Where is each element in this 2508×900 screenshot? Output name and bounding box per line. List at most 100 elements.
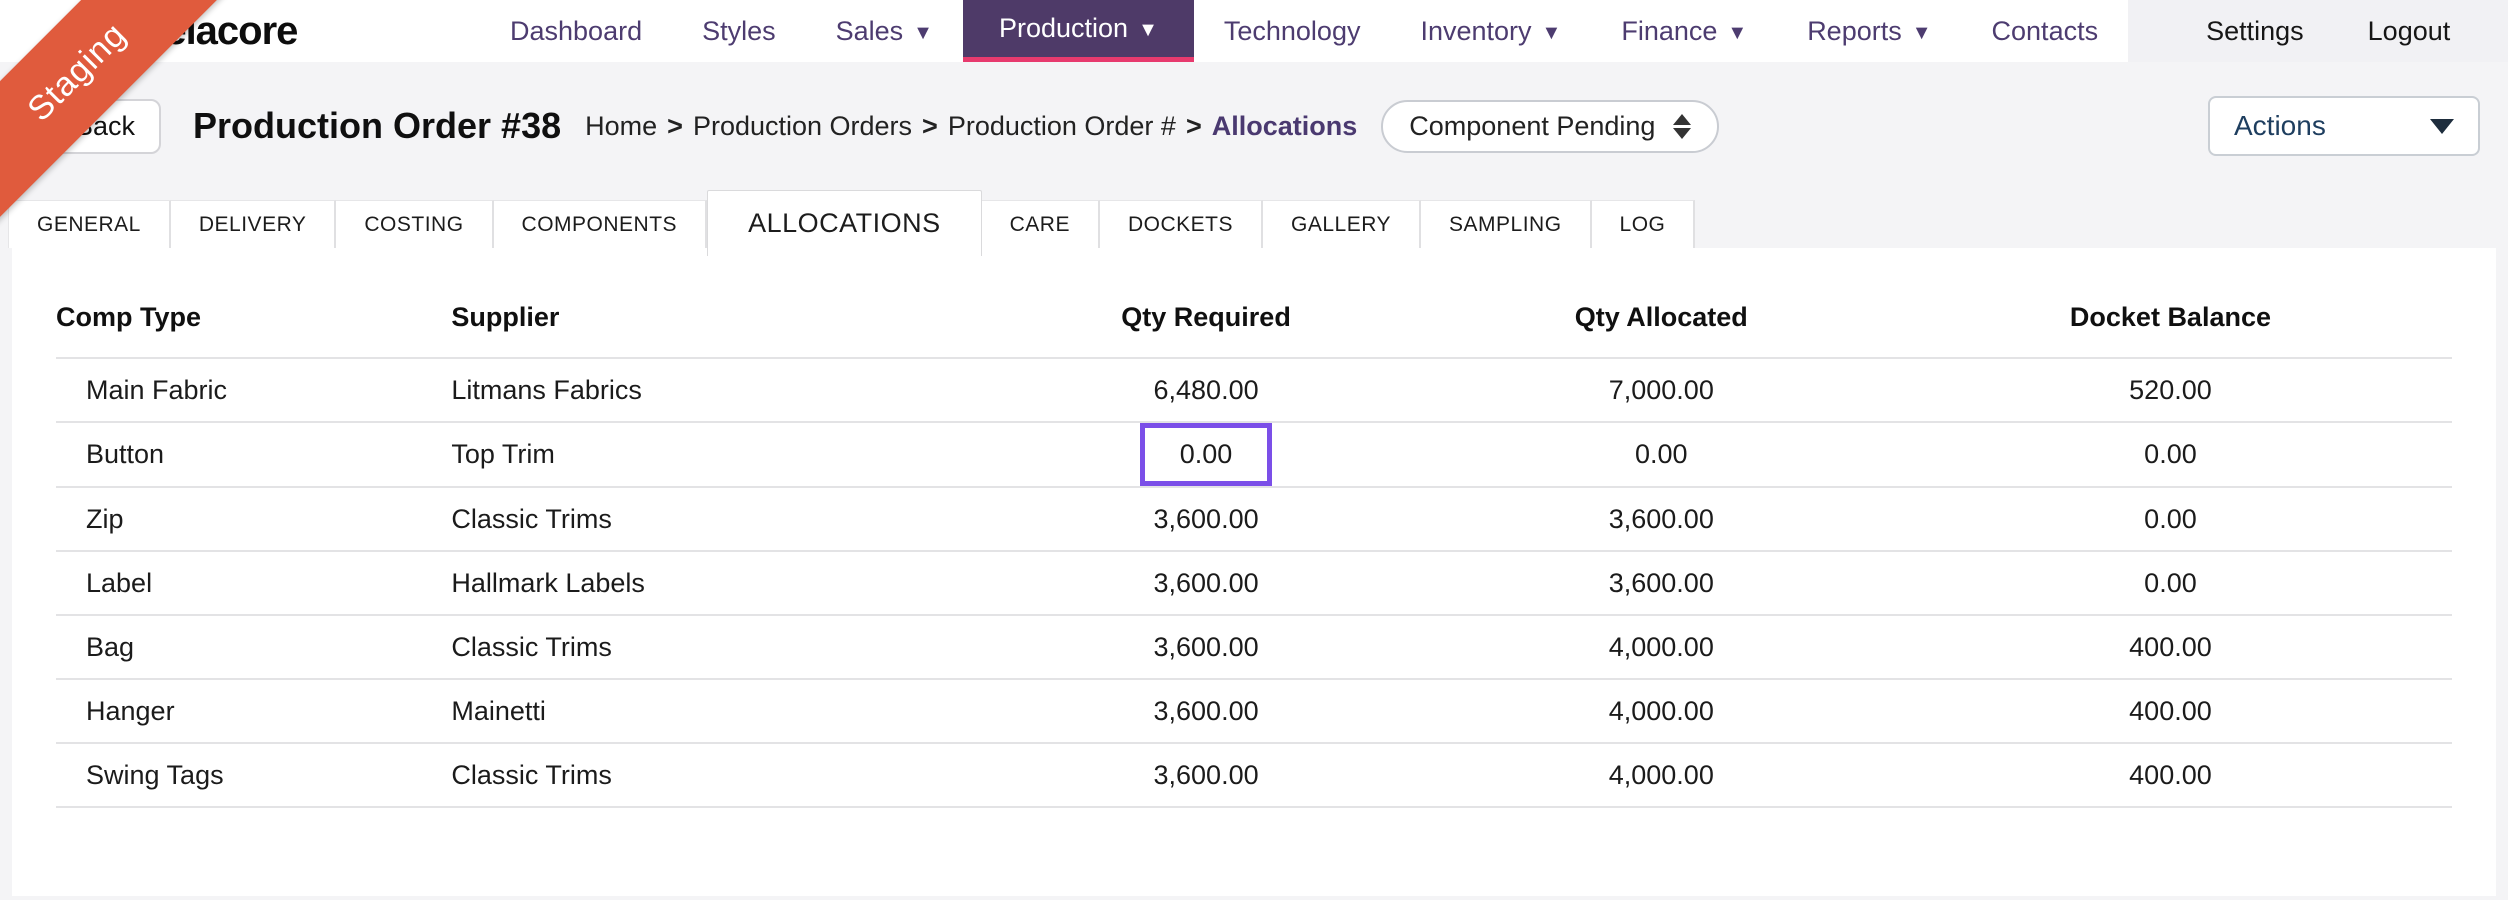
- cell-qty-allocated: 4,000.00: [1433, 743, 1889, 808]
- chevron-down-icon: ▼: [1727, 21, 1748, 44]
- nav-item-sales[interactable]: Sales ▼: [806, 0, 963, 62]
- nav-label: Contacts: [1991, 15, 2099, 46]
- table-row: Bag Classic Trims 3,600.00 4,000.00 400.…: [56, 615, 2452, 680]
- actions-dropdown-button[interactable]: Actions: [2208, 96, 2480, 156]
- breadcrumb-separator: >: [1185, 110, 1202, 141]
- tab-care[interactable]: CARE: [981, 200, 1100, 248]
- breadcrumb-separator: >: [922, 110, 938, 141]
- cell-qty-allocated: 4,000.00: [1433, 679, 1889, 744]
- cell-comp-type: Main Fabric: [56, 358, 452, 423]
- cell-comp-type: Bag: [56, 615, 452, 680]
- tab-general[interactable]: GENERAL: [8, 200, 171, 248]
- table-row: Label Hallmark Labels 3,600.00 3,600.00 …: [56, 551, 2452, 616]
- nav-label: Technology: [1223, 15, 1361, 46]
- nav-item-production[interactable]: Production ▼: [962, 0, 1194, 62]
- cell-qty-required[interactable]: 3,600.00: [978, 743, 1434, 808]
- nav-item-styles[interactable]: Styles: [672, 0, 806, 62]
- tab-costing[interactable]: COSTING: [336, 200, 494, 248]
- nav-item-finance[interactable]: Finance ▼: [1591, 0, 1777, 62]
- table-row: Swing Tags Classic Trims 3,600.00 4,000.…: [56, 743, 2452, 808]
- nav-label: Logout: [2367, 15, 2451, 46]
- cell-supplier: Hallmark Labels: [451, 551, 979, 616]
- cell-qty-required[interactable]: 3,600.00: [978, 679, 1434, 744]
- cell-comp-type: Label: [56, 551, 452, 616]
- table-header-row: Comp Type Supplier Qty Required Qty Allo…: [56, 276, 2452, 359]
- cell-docket-balance: 0.00: [1888, 551, 2452, 616]
- page-header: ← Back Production Order #38 Home>Product…: [0, 62, 2508, 190]
- tab-bar: GENERAL DELIVERY COSTING COMPONENTS ALLO…: [0, 190, 2508, 256]
- nav-label: Settings: [2206, 15, 2304, 46]
- column-header-comp-type: Comp Type: [56, 276, 452, 359]
- cell-qty-allocated: 4,000.00: [1433, 615, 1889, 680]
- column-header-qty-allocated: Qty Allocated: [1433, 276, 1889, 359]
- chevron-down-icon: ▼: [913, 21, 933, 44]
- breadcrumb-separator: >: [667, 110, 683, 141]
- status-select[interactable]: Component Pending: [1381, 99, 1720, 153]
- breadcrumb-item-allocations: Allocations: [1211, 110, 1358, 141]
- column-header-qty-required: Qty Required: [978, 276, 1434, 359]
- table-row: Zip Classic Trims 3,600.00 3,600.00 0.00: [56, 487, 2452, 552]
- main-nav: Dashboard Styles Sales ▼ Production ▼ Tech…: [480, 0, 2128, 62]
- tab-allocations[interactable]: ALLOCATIONS: [707, 190, 982, 256]
- chevron-down-icon: ▼: [1541, 21, 1562, 44]
- cell-docket-balance: 0.00: [1888, 422, 2452, 488]
- nav-label: Reports: [1807, 15, 1902, 46]
- allocations-table: Comp Type Supplier Qty Required Qty Allo…: [56, 276, 2452, 808]
- page-title: Production Order #38: [193, 105, 562, 146]
- breadcrumb: Home > Production Orders > Production Order …: [585, 111, 1357, 142]
- table-row: Button Top Trim 0.00 0.00 0.00: [56, 422, 2452, 488]
- breadcrumb-item-production-orders[interactable]: Production Orders: [692, 110, 913, 141]
- cell-supplier: Litmans Fabrics: [451, 358, 979, 423]
- nav-item-inventory[interactable]: Inventory ▼: [1390, 0, 1591, 62]
- select-updown-icon: [1673, 113, 1692, 139]
- tab-delivery[interactable]: DELIVERY: [170, 200, 337, 248]
- actions-label: Actions: [2234, 110, 2326, 141]
- cell-qty-allocated: 7,000.00: [1433, 358, 1889, 423]
- cell-qty-allocated: 3,600.00: [1433, 487, 1889, 552]
- chevron-down-icon: ▼: [1138, 19, 1158, 41]
- nav-label: Inventory: [1420, 15, 1532, 46]
- nav-item-reports[interactable]: Reports ▼: [1777, 0, 1961, 62]
- nav-label: Dashboard: [510, 15, 643, 46]
- cell-qty-allocated: 0.00: [1433, 422, 1889, 488]
- cell-comp-type: Button: [56, 422, 452, 488]
- nav-item-contacts[interactable]: Contacts: [1962, 0, 2129, 62]
- cell-qty-required-highlighted[interactable]: 0.00: [978, 422, 1434, 488]
- cell-supplier: Mainetti: [451, 679, 979, 744]
- tab-sampling[interactable]: SAMPLING: [1421, 200, 1592, 248]
- chevron-down-icon: [2430, 118, 2454, 134]
- cell-docket-balance: 400.00: [1888, 679, 2452, 744]
- nav-label: Styles: [702, 15, 776, 46]
- cell-comp-type: Swing Tags: [56, 743, 452, 808]
- nav-item-settings[interactable]: Settings: [2174, 16, 2336, 47]
- top-right-nav: Settings Logout: [2128, 0, 2508, 62]
- tab-log[interactable]: LOG: [1591, 200, 1696, 248]
- nav-label: Finance: [1621, 15, 1718, 46]
- tab-gallery[interactable]: GALLERY: [1263, 200, 1421, 248]
- nav-label: Sales: [835, 15, 904, 46]
- cell-qty-required[interactable]: 3,600.00: [978, 615, 1434, 680]
- tab-dockets[interactable]: DOCKETS: [1099, 200, 1263, 248]
- cell-qty-required[interactable]: 6,480.00: [978, 358, 1434, 423]
- breadcrumb-item-home[interactable]: Home: [585, 110, 658, 141]
- cell-qty-required[interactable]: 3,600.00: [978, 551, 1434, 616]
- nav-label: Production: [998, 13, 1129, 43]
- cell-comp-type: Zip: [56, 487, 452, 552]
- cell-supplier: Classic Trims: [451, 743, 979, 808]
- cell-qty-required[interactable]: 3,600.00: [978, 487, 1434, 552]
- tab-components[interactable]: COMPONENTS: [493, 200, 708, 248]
- table-row: Hanger Mainetti 3,600.00 4,000.00 400.00: [56, 679, 2452, 744]
- breadcrumb-item-production-order[interactable]: Production Order #: [947, 110, 1176, 141]
- chevron-down-icon: ▼: [1911, 21, 1932, 44]
- nav-item-technology[interactable]: Technology: [1194, 0, 1391, 62]
- cell-docket-balance: 400.00: [1888, 615, 2452, 680]
- allocations-panel: Comp Type Supplier Qty Required Qty Allo…: [12, 248, 2496, 896]
- status-select-value: Component Pending: [1409, 110, 1656, 141]
- cell-docket-balance: 520.00: [1888, 358, 2452, 423]
- cell-qty-allocated: 3,600.00: [1433, 551, 1889, 616]
- column-header-supplier: Supplier: [451, 276, 979, 359]
- cell-supplier: Top Trim: [451, 422, 979, 488]
- column-header-docket-balance: Docket Balance: [1888, 276, 2452, 359]
- nav-item-dashboard[interactable]: Dashboard: [480, 0, 672, 62]
- nav-item-logout[interactable]: Logout: [2336, 16, 2483, 47]
